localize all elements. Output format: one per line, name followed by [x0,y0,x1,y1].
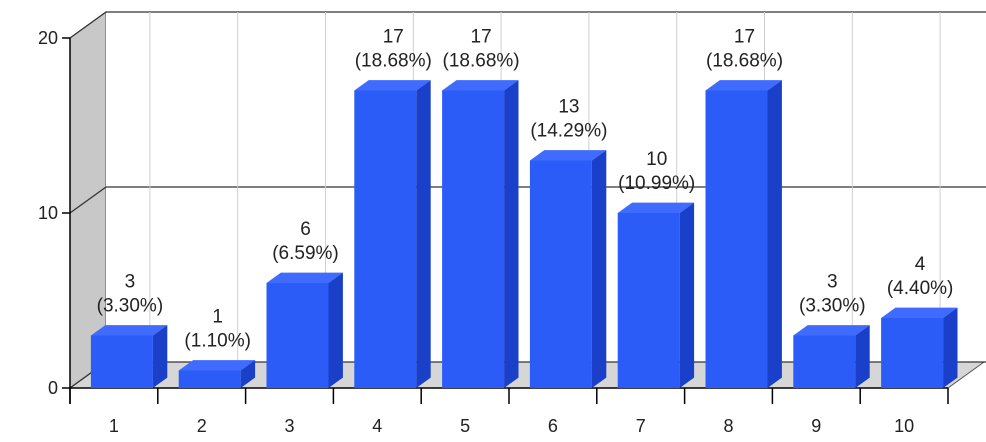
bar [529,150,607,388]
x-tick-label: 1 [109,416,119,436]
data-label-percent: (10.99%) [618,173,695,194]
data-label-value: 1 [212,307,223,328]
x-tick-label: 7 [636,416,646,436]
bar [793,325,870,388]
bar [705,80,782,388]
x-tick-label: 5 [460,416,470,436]
bar-front [354,90,417,388]
bar-front [178,370,241,388]
bar-top [178,360,256,371]
data-label-percent: (18.68%) [706,51,783,72]
bar-side [943,307,958,388]
bar-front [881,318,944,388]
data-label-percent: (18.68%) [355,51,432,72]
gridline-diagonal [69,11,107,39]
bar-side [591,150,607,388]
data-label-value: 6 [300,219,311,240]
bar-side [855,325,870,388]
x-tick-label: 3 [284,416,294,436]
gridline-diagonal [69,186,107,214]
bar-front [529,160,592,388]
bars [90,80,958,388]
data-label-percent: (14.29%) [530,121,607,142]
bar-front [705,90,768,388]
bar-top [881,307,958,318]
bar-top [354,80,431,91]
bar-top [529,150,607,161]
x-tick-label: 6 [548,416,558,436]
bar [266,272,343,388]
data-label-value: 13 [558,97,579,118]
bar-top [617,202,695,213]
bar [617,202,695,388]
bar-front [793,335,856,388]
bar [881,307,958,388]
data-label-percent: (1.10%) [184,331,251,352]
x-tick-label: 9 [811,416,821,436]
data-label-percent: (3.30%) [97,296,164,317]
data-labels: 3 (3.30%) 1 (1.10%) 6 (6.59%) 17 (18.68%) 17 (18.… [97,27,954,352]
bar [354,80,431,388]
data-label-percent: (18.68%) [443,51,520,72]
bar-side [504,80,519,388]
bar-side [328,272,343,388]
bar [90,325,168,388]
y-tick-label: 10 [38,203,58,223]
bar [442,80,519,388]
data-label-value: 17 [734,27,755,48]
bar-side [152,325,168,388]
y-tick-label: 0 [48,378,58,398]
data-label-percent: (4.40%) [887,278,954,299]
data-label-value: 17 [471,27,492,48]
bar-top [90,325,168,336]
bar-top [705,80,782,91]
bar-top [442,80,519,91]
bar-front [90,335,153,388]
data-label-value: 4 [915,254,926,275]
bar-side [240,360,256,388]
data-label-value: 10 [646,149,667,170]
bar [178,360,256,388]
bar-top [793,325,870,336]
y-tick-label: 20 [38,28,58,48]
data-label-percent: (6.59%) [272,243,339,264]
bar-side [679,202,695,388]
x-tick-label: 2 [197,416,207,436]
data-label-percent: (3.30%) [799,296,866,317]
x-tick-label: 4 [372,416,382,436]
bar-top [266,272,343,283]
bar-front [266,283,329,388]
x-tick-label: 8 [723,416,733,436]
bar-side [416,80,431,388]
data-label-value: 3 [125,272,136,293]
bar-front [617,213,680,388]
data-label-value: 3 [827,272,838,293]
x-tick-label: 10 [894,416,914,436]
bar-side [767,80,782,388]
bar-front [442,90,505,388]
data-label-value: 17 [383,27,404,48]
